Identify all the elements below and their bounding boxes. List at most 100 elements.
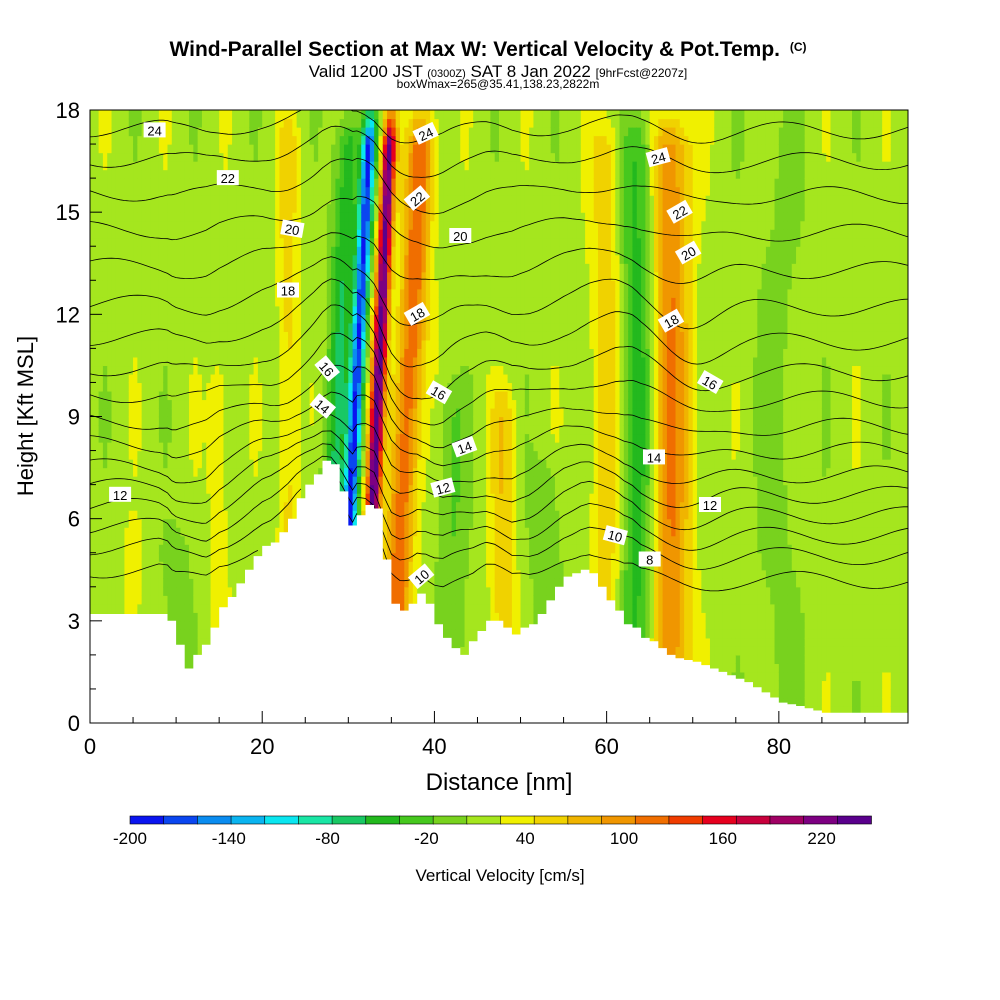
velocity-cell xyxy=(115,305,121,315)
velocity-cell xyxy=(223,144,229,154)
velocity-cell xyxy=(378,212,384,222)
velocity-cell xyxy=(257,331,263,341)
velocity-cell xyxy=(133,433,138,443)
velocity-cell xyxy=(219,220,225,230)
velocity-cell xyxy=(262,297,268,307)
velocity-cell xyxy=(154,476,160,486)
velocity-cell xyxy=(176,637,182,647)
velocity-cell xyxy=(244,365,250,375)
velocity-cell xyxy=(184,467,190,477)
velocity-cell xyxy=(365,467,371,477)
velocity-cell xyxy=(262,467,268,477)
velocity-cell xyxy=(133,135,138,145)
velocity-cell xyxy=(257,212,263,222)
velocity-cell xyxy=(193,314,199,324)
velocity-cell xyxy=(102,195,108,205)
velocity-cell xyxy=(193,288,199,298)
velocity-cell xyxy=(214,263,220,273)
velocity-cell xyxy=(331,442,336,452)
velocity-cell xyxy=(120,535,126,545)
velocity-cell xyxy=(184,212,190,222)
velocity-cell xyxy=(352,365,358,375)
velocity-cell xyxy=(292,382,298,392)
velocity-cell xyxy=(232,484,237,494)
velocity-cell xyxy=(210,442,216,452)
velocity-cell xyxy=(249,118,255,128)
velocity-cell xyxy=(356,135,362,145)
velocity-cell xyxy=(111,356,117,367)
velocity-cell xyxy=(339,288,345,298)
velocity-cell xyxy=(275,373,281,384)
velocity-cell xyxy=(365,356,371,367)
velocity-cell xyxy=(180,510,186,520)
velocity-cell xyxy=(107,569,113,579)
velocity-cell xyxy=(201,229,207,239)
velocity-cell xyxy=(344,484,349,494)
velocity-cell xyxy=(90,365,95,375)
velocity-cell xyxy=(180,552,186,562)
velocity-cell xyxy=(98,271,104,281)
velocity-cell xyxy=(167,407,173,418)
velocity-cell xyxy=(288,339,293,349)
velocity-cell xyxy=(158,356,164,367)
velocity-cell xyxy=(232,390,237,401)
velocity-cell xyxy=(210,425,216,435)
velocity-cell xyxy=(141,237,147,247)
velocity-cell xyxy=(240,246,246,256)
velocity-cell xyxy=(283,178,289,188)
velocity-cell xyxy=(214,518,220,528)
velocity-cell xyxy=(111,382,117,392)
velocity-cell xyxy=(369,399,375,409)
velocity-cell xyxy=(266,339,272,349)
velocity-cell xyxy=(206,620,212,630)
velocity-cell xyxy=(279,390,285,401)
velocity-cell xyxy=(236,331,242,341)
velocity-cell xyxy=(348,297,354,307)
velocity-cell xyxy=(335,322,341,332)
velocity-cell xyxy=(322,288,328,298)
velocity-cell xyxy=(223,152,229,162)
velocity-cell xyxy=(115,127,121,137)
velocity-cell xyxy=(94,186,100,196)
velocity-cell xyxy=(249,178,255,188)
velocity-cell xyxy=(210,348,216,358)
velocity-cell xyxy=(141,450,147,460)
velocity-cell xyxy=(244,203,250,213)
velocity-cell xyxy=(236,118,242,128)
velocity-cell xyxy=(145,280,151,290)
velocity-cell xyxy=(193,442,199,452)
velocity-cell xyxy=(201,620,207,630)
velocity-cell xyxy=(90,297,95,307)
velocity-cell xyxy=(326,390,332,401)
velocity-cell xyxy=(201,263,207,273)
velocity-cell xyxy=(189,442,194,452)
velocity-cell xyxy=(120,212,126,222)
velocity-cell xyxy=(201,220,207,230)
velocity-cell xyxy=(262,161,268,171)
velocity-cell xyxy=(176,535,182,545)
velocity-cell xyxy=(232,467,237,477)
velocity-cell xyxy=(167,544,173,554)
velocity-cell xyxy=(369,127,375,137)
velocity-cell xyxy=(206,365,212,375)
velocity-cell xyxy=(133,578,138,588)
velocity-cell xyxy=(219,246,225,256)
velocity-cell xyxy=(227,365,233,375)
velocity-cell xyxy=(154,373,160,384)
velocity-cell xyxy=(193,637,199,647)
velocity-cell xyxy=(344,203,349,213)
velocity-cell xyxy=(197,144,203,154)
velocity-cell xyxy=(382,280,388,290)
velocity-cell xyxy=(244,450,250,460)
velocity-cell xyxy=(335,425,341,435)
chart-title-mark: (C) xyxy=(790,40,807,54)
velocity-cell xyxy=(318,331,324,341)
velocity-cell xyxy=(158,195,164,205)
velocity-cell xyxy=(154,578,160,588)
velocity-cell xyxy=(102,331,108,341)
velocity-cell xyxy=(201,339,207,349)
velocity-cell xyxy=(339,433,345,443)
velocity-cell xyxy=(154,561,160,571)
velocity-cell xyxy=(189,305,194,315)
velocity-cell xyxy=(335,254,341,264)
